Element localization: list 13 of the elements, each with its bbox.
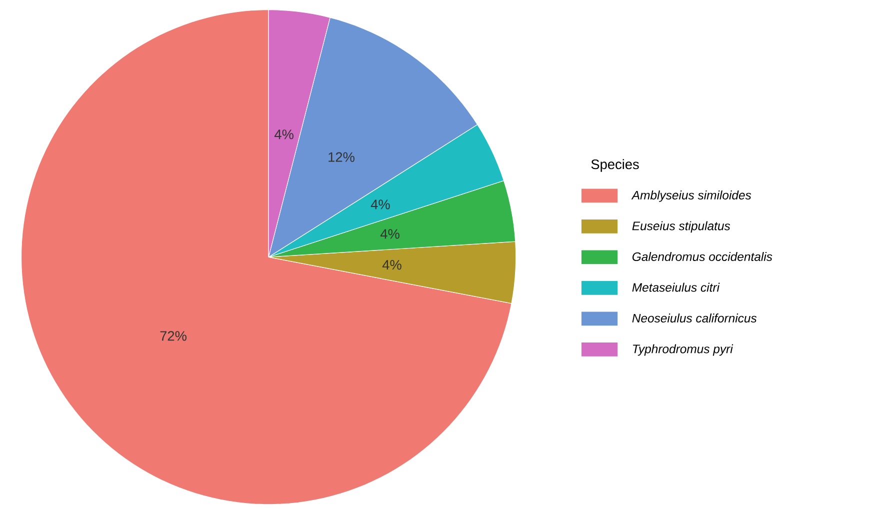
legend-label: Neoseiulus californicus bbox=[632, 313, 757, 322]
legend-label: Amblyseius similoides bbox=[631, 190, 752, 202]
legend-label: Euseius stipulatus bbox=[632, 221, 730, 232]
legend-label: Typhrodromus pyri bbox=[632, 344, 734, 356]
data-label: 4% bbox=[370, 199, 390, 210]
legend-title: Species bbox=[591, 158, 639, 172]
data-label: 4% bbox=[274, 129, 294, 139]
legend-label: Metaseiulus citri bbox=[632, 282, 720, 292]
data-label: 4% bbox=[380, 228, 400, 239]
data-label: 12% bbox=[328, 152, 354, 162]
data-label: 4% bbox=[382, 260, 402, 270]
data-label: 72% bbox=[160, 330, 186, 341]
legend-label: Galendromus occidentalis bbox=[632, 252, 772, 261]
